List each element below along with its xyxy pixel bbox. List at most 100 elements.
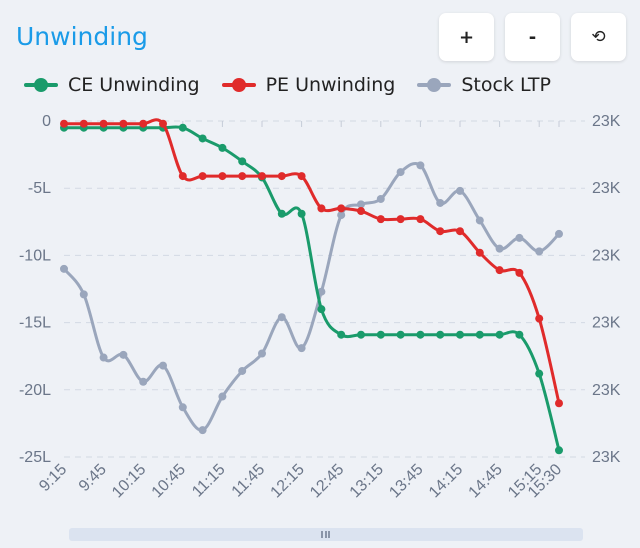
- legend-swatch-ce: [24, 78, 58, 92]
- data-point-stock-ltp: [60, 264, 68, 273]
- data-point-pe-unwinding: [456, 227, 464, 236]
- data-point-pe-unwinding: [416, 215, 425, 224]
- data-point-ce-unwinding: [436, 330, 445, 339]
- legend-swatch-stock: [417, 78, 452, 92]
- data-point-stock-ltp: [555, 229, 563, 238]
- data-point-stock-ltp: [456, 186, 464, 195]
- x-tick-label: 12:15: [268, 461, 308, 501]
- data-point-pe-unwinding: [139, 119, 148, 128]
- unwinding-line-chart: 0 23K -5L 23K -10L 23K -15L 23K -20L 23K -25L 23K 9:…: [19, 113, 621, 501]
- data-point-ce-unwinding: [238, 157, 247, 166]
- x-tick-label: 12:45: [307, 461, 347, 501]
- data-point-pe-unwinding: [495, 266, 504, 275]
- data-point-stock-ltp: [198, 426, 207, 435]
- data-point-stock-ltp: [159, 361, 167, 370]
- y-right-tick-label: 23K: [592, 315, 621, 332]
- data-point-stock-ltp: [475, 216, 484, 225]
- data-point-ce-unwinding: [277, 209, 286, 218]
- data-point-ce-unwinding: [297, 209, 306, 218]
- x-tick-label: 14:15: [426, 461, 466, 501]
- legend-swatch-pe: [221, 78, 256, 92]
- data-point-pe-unwinding: [178, 172, 187, 181]
- y-right-tick-label: 23K: [592, 449, 621, 466]
- data-point-ce-unwinding: [456, 330, 464, 339]
- legend-item-pe[interactable]: PE Unwinding: [221, 74, 396, 96]
- scrollbar-grip-icon[interactable]: [321, 531, 330, 538]
- legend-label-ce: CE Unwinding: [68, 74, 200, 96]
- data-point-ce-unwinding: [198, 134, 207, 143]
- x-tick-label: 10:45: [149, 461, 189, 501]
- data-point-pe-unwinding: [515, 268, 524, 277]
- data-point-pe-unwinding: [297, 172, 306, 181]
- y-left-tick-label: -5L: [28, 180, 51, 197]
- chart-legend: CE Unwinding PE Unwinding Stock LTP: [24, 74, 573, 96]
- chart-title: Unwinding: [16, 22, 148, 51]
- data-point-ce-unwinding: [317, 305, 326, 314]
- y-left-tick-label: -20L: [19, 382, 51, 399]
- data-point-pe-unwinding: [218, 172, 227, 181]
- data-point-ce-unwinding: [218, 143, 227, 152]
- data-point-pe-unwinding: [60, 119, 68, 128]
- data-point-stock-ltp: [376, 194, 385, 203]
- data-point-pe-unwinding: [317, 204, 326, 213]
- data-point-pe-unwinding: [258, 172, 266, 181]
- x-tick-label: 11:15: [189, 461, 229, 501]
- series-line-ce-unwinding: [62, 125, 561, 452]
- data-point-ce-unwinding: [178, 123, 187, 132]
- data-point-stock-ltp: [337, 211, 346, 220]
- y-right-tick-label: 23K: [592, 247, 621, 264]
- data-point-ce-unwinding: [555, 446, 563, 455]
- x-tick-label: 9:45: [76, 461, 110, 495]
- y-left-tick-label: -25L: [19, 449, 51, 466]
- data-point-ce-unwinding: [475, 330, 484, 339]
- y-left-tick-label: -10L: [19, 247, 51, 264]
- data-point-stock-ltp: [258, 349, 266, 358]
- data-point-pe-unwinding: [555, 399, 563, 408]
- data-point-pe-unwinding: [357, 207, 365, 216]
- data-point-stock-ltp: [79, 290, 88, 299]
- zoom-out-button[interactable]: -: [505, 13, 560, 61]
- y-right-tick-label: 23K: [592, 382, 621, 399]
- data-point-ce-unwinding: [416, 330, 425, 339]
- data-point-stock-ltp: [317, 287, 326, 296]
- data-point-pe-unwinding: [535, 314, 544, 323]
- data-point-ce-unwinding: [376, 330, 385, 339]
- data-point-pe-unwinding: [198, 172, 207, 181]
- data-point-stock-ltp: [238, 366, 247, 375]
- legend-item-ce[interactable]: CE Unwinding: [24, 74, 200, 96]
- y-right-tick-label: 23K: [592, 180, 621, 197]
- x-tick-label: 10:15: [109, 461, 149, 501]
- data-point-pe-unwinding: [475, 248, 484, 257]
- x-tick-label: 13:15: [347, 461, 387, 501]
- data-point-stock-ltp: [139, 377, 148, 386]
- data-point-stock-ltp: [396, 168, 405, 177]
- data-point-ce-unwinding: [495, 330, 504, 339]
- data-point-ce-unwinding: [396, 330, 405, 339]
- data-point-stock-ltp: [218, 392, 227, 401]
- data-point-pe-unwinding: [337, 204, 346, 213]
- legend-item-stock[interactable]: Stock LTP: [417, 74, 551, 96]
- data-point-ce-unwinding: [515, 330, 524, 339]
- data-point-stock-ltp: [119, 350, 128, 359]
- data-point-ce-unwinding: [357, 330, 365, 339]
- reset-zoom-button[interactable]: ⟲: [571, 13, 626, 61]
- zoom-in-button[interactable]: +: [439, 13, 494, 61]
- data-point-stock-ltp: [495, 244, 504, 253]
- y-right-tick-label: 23K: [592, 113, 621, 130]
- data-point-pe-unwinding: [376, 215, 385, 224]
- y-left-tick-label: -15L: [19, 315, 51, 332]
- x-tick-label: 9:15: [36, 461, 70, 495]
- chart-scrollbar[interactable]: [69, 528, 583, 541]
- data-point-stock-ltp: [357, 200, 365, 209]
- data-point-pe-unwinding: [79, 119, 88, 128]
- data-point-stock-ltp: [535, 247, 544, 256]
- legend-label-pe: PE Unwinding: [265, 74, 396, 96]
- data-point-stock-ltp: [416, 161, 425, 170]
- data-point-pe-unwinding: [159, 119, 167, 128]
- y-left-tick-label: 0: [42, 113, 51, 130]
- data-point-stock-ltp: [297, 344, 306, 353]
- data-point-ce-unwinding: [337, 330, 346, 339]
- data-point-pe-unwinding: [396, 215, 405, 224]
- data-point-pe-unwinding: [119, 119, 128, 128]
- x-tick-label: 13:45: [386, 461, 426, 501]
